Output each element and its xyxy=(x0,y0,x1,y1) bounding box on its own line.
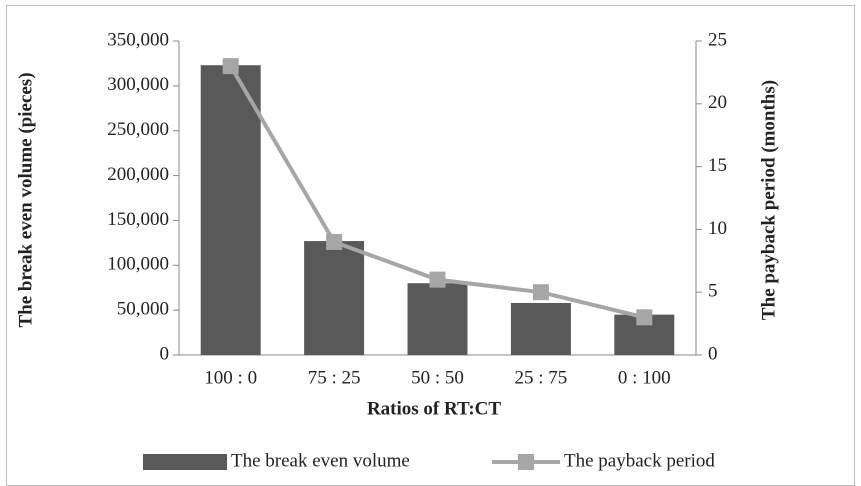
marker xyxy=(222,58,239,75)
y2-tick-label: 5 xyxy=(708,281,718,302)
x-tick-label: 50 : 50 xyxy=(411,367,464,388)
y-tick-label: 0 xyxy=(160,343,170,364)
y-axis-label: The break even volume (pieces) xyxy=(15,72,36,327)
y-tick-label: 250,000 xyxy=(107,119,169,140)
y-tick-label: 300,000 xyxy=(107,74,169,95)
x-tick-label: 75 : 25 xyxy=(308,367,361,388)
marker xyxy=(429,271,446,288)
y2-tick-label: 0 xyxy=(708,343,718,364)
x-tick-label: 25 : 75 xyxy=(515,367,568,388)
marker xyxy=(636,309,653,326)
y2-tick-label: 10 xyxy=(708,218,727,239)
y2-tick-label: 15 xyxy=(708,155,727,176)
legend-label: The break even volume xyxy=(231,450,410,471)
y2-axis-label: The payback period (months) xyxy=(758,80,779,320)
bar xyxy=(200,65,261,356)
y-tick-label: 50,000 xyxy=(117,299,169,320)
y-tick-label: 100,000 xyxy=(107,254,169,275)
marker xyxy=(326,233,343,250)
legend-swatch xyxy=(143,454,227,470)
x-tick-label: 0 : 100 xyxy=(618,367,671,388)
bar xyxy=(304,241,365,355)
y-tick-label: 350,000 xyxy=(107,29,169,50)
x-axis-label: Ratios of RT:CT xyxy=(367,398,501,419)
y2-tick-label: 25 xyxy=(708,29,727,50)
marker xyxy=(532,284,549,301)
y-tick-label: 200,000 xyxy=(107,164,169,185)
bar xyxy=(407,283,468,355)
legend-label: The payback period xyxy=(564,450,715,471)
x-tick-label: 100 : 0 xyxy=(204,367,257,388)
legend-marker xyxy=(518,454,534,470)
y2-tick-label: 20 xyxy=(708,92,727,113)
y-tick-label: 150,000 xyxy=(107,209,169,230)
bar xyxy=(510,302,571,355)
